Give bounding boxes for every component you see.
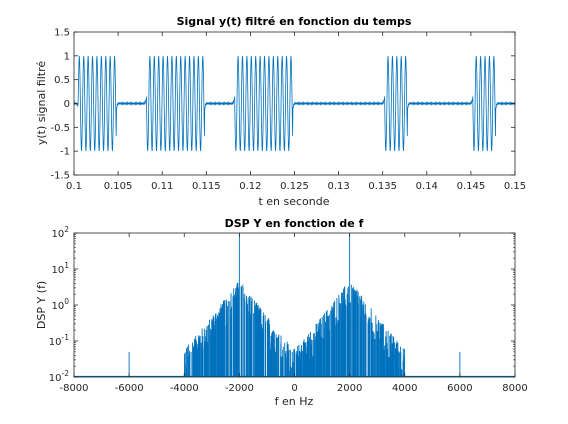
x-tick-label: 4000 xyxy=(392,383,417,394)
x-tick-label: 8000 xyxy=(502,383,527,394)
x-tick-label: 0.125 xyxy=(280,181,309,192)
chart-title: Signal y(t) filtré en fonction du temps xyxy=(177,15,412,28)
y-tick-label: 100 xyxy=(51,297,69,312)
x-tick-label: 0.135 xyxy=(368,181,397,192)
y-tick-label: -1 xyxy=(60,147,70,158)
series-line xyxy=(73,55,516,152)
y-tick-label: 10-1 xyxy=(49,333,69,348)
psd-chart: DSP Y en fonction de f -8000 -6000 -4000 -2… xyxy=(35,217,528,408)
y-tick-label: -0.5 xyxy=(50,123,70,134)
x-tick-label: -2000 xyxy=(225,383,254,394)
x-tick-label: 0.115 xyxy=(192,181,221,192)
y-tick-label: 0.5 xyxy=(54,75,70,86)
y-tick-label: 101 xyxy=(51,261,69,276)
y-tick-label: -1.5 xyxy=(50,171,70,182)
x-tick-label: 6000 xyxy=(447,383,472,394)
x-tick-label: 0.13 xyxy=(327,181,349,192)
x-tick-label: 0.12 xyxy=(239,181,261,192)
chart-title: DSP Y en fonction de f xyxy=(225,217,364,230)
x-tick-label: -4000 xyxy=(170,383,199,394)
y-tick-label: 102 xyxy=(51,225,69,240)
x-axis-label: f en Hz xyxy=(275,395,314,408)
x-tick-label: -6000 xyxy=(115,383,144,394)
y-axis: 10-2 10-1 100 101 102 xyxy=(49,225,515,384)
y-axis-label: DSP Y (f) xyxy=(35,281,48,329)
y-tick-label: 1.5 xyxy=(54,28,70,39)
x-axis-label: t en seconde xyxy=(258,195,329,208)
y-axis-label: y(t) signal filtré xyxy=(35,61,48,146)
x-tick-label: 0.105 xyxy=(104,181,133,192)
x-tick-label: 0.14 xyxy=(416,181,438,192)
x-tick-label: 0.11 xyxy=(151,181,173,192)
x-tick-label: 0 xyxy=(291,383,297,394)
x-axis: -8000 -6000 -4000 -2000 0 2000 4000 6000 8000 xyxy=(59,233,528,394)
x-axis: 0.1 0.105 0.11 0.115 0.12 0.125 0.13 0.135 0.14 0… xyxy=(66,32,526,192)
signal-line xyxy=(73,55,516,152)
y-tick-label: 0 xyxy=(64,99,70,110)
x-tick-label: -8000 xyxy=(59,383,88,394)
y-tick-label: 10-2 xyxy=(49,369,69,384)
psd-line xyxy=(128,233,461,377)
x-tick-label: 0.1 xyxy=(66,181,82,192)
y-axis: -1.5 -1 -0.5 0 0.5 1 1.5 xyxy=(50,28,515,182)
x-tick-label: 0.15 xyxy=(504,181,526,192)
y-tick-label: 1 xyxy=(64,51,70,62)
x-tick-label: 2000 xyxy=(337,383,362,394)
x-tick-label: 0.145 xyxy=(457,181,486,192)
time-signal-chart: Signal y(t) filtré en fonction du temps … xyxy=(35,15,526,208)
